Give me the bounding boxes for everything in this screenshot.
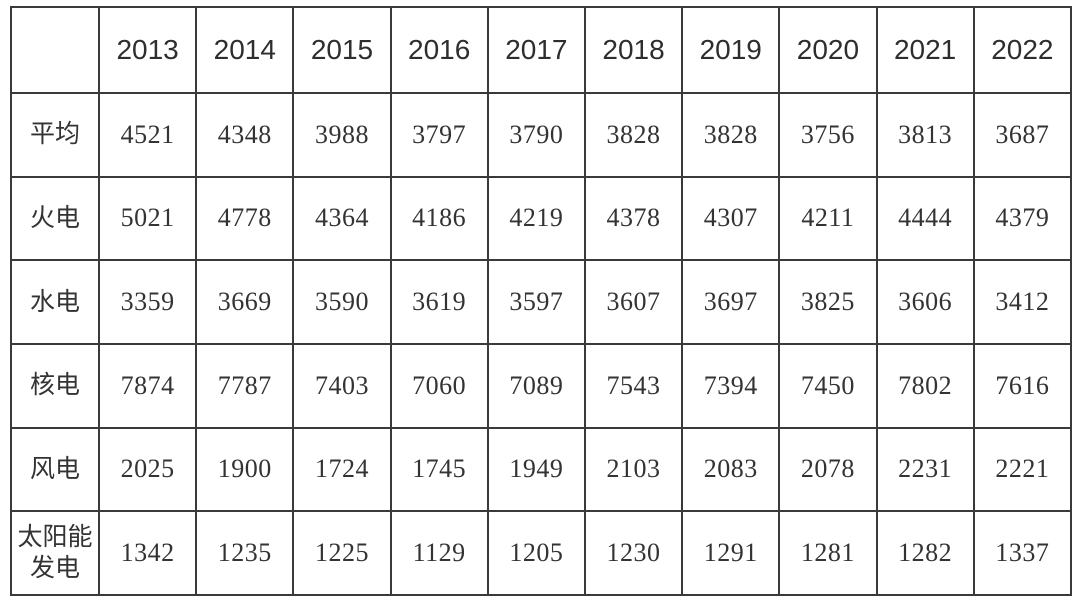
table-cell: 2103	[583, 426, 684, 513]
table-cell: 4778	[195, 175, 295, 262]
table-body: 平均 4521 4348 3988 3797 3790 3828 3828 3756 3813 36…	[10, 92, 1073, 596]
row-label: 核电	[10, 342, 100, 429]
row-label: 水电	[10, 259, 100, 345]
table-row: 核电 7874 7787 7403 7060 7089 7543 7394 7450 7802 76…	[10, 342, 1073, 429]
year-header: 2018	[583, 6, 684, 94]
table-cell: 4444	[875, 175, 975, 262]
table-cell: 2025	[97, 426, 198, 513]
table-cell: 1129	[389, 510, 489, 596]
table-cell: 3606	[875, 259, 975, 345]
row-label: 火电	[10, 175, 100, 262]
table-row: 风电 2025 1900 1724 1745 1949 2103 2083 2078 2231 22…	[10, 426, 1073, 513]
table-cell: 7060	[389, 342, 489, 429]
table-cell: 1230	[583, 510, 684, 596]
table-cell: 1205	[486, 510, 586, 596]
row-label: 平均	[10, 92, 100, 178]
row-label: 风电	[10, 426, 100, 513]
table-cell: 7616	[972, 342, 1073, 429]
data-table-container: 2013 2014 2015 2016 2017 2018 2019 2020 2021 2022…	[10, 6, 1073, 596]
table-cell: 1225	[292, 510, 392, 596]
table-cell: 3359	[97, 259, 198, 345]
table-cell: 3756	[778, 92, 878, 178]
table-cell: 7394	[681, 342, 781, 429]
table-cell: 3813	[875, 92, 975, 178]
corner-cell	[10, 6, 100, 94]
table-cell: 4211	[778, 175, 878, 262]
table-cell: 3597	[486, 259, 586, 345]
table-cell: 1291	[681, 510, 781, 596]
year-header: 2014	[195, 6, 295, 94]
year-header: 2020	[778, 6, 878, 94]
table-cell: 3828	[681, 92, 781, 178]
table-cell: 7089	[486, 342, 586, 429]
yearly-power-table: 2013 2014 2015 2016 2017 2018 2019 2020 2021 2022…	[10, 6, 1073, 596]
year-header: 2021	[875, 6, 975, 94]
table-cell: 3797	[389, 92, 489, 178]
table-cell: 3669	[195, 259, 295, 345]
table-cell: 4307	[681, 175, 781, 262]
table-cell: 4348	[195, 92, 295, 178]
table-cell: 1235	[195, 510, 295, 596]
table-cell: 3697	[681, 259, 781, 345]
table-cell: 7403	[292, 342, 392, 429]
row-label: 太阳能发电	[10, 510, 100, 596]
table-cell: 3619	[389, 259, 489, 345]
table-cell: 7802	[875, 342, 975, 429]
table-row: 平均 4521 4348 3988 3797 3790 3828 3828 3756 3813 36…	[10, 92, 1073, 178]
table-cell: 1745	[389, 426, 489, 513]
table-cell: 4219	[486, 175, 586, 262]
table-cell: 7787	[195, 342, 295, 429]
table-row: 太阳能发电 1342 1235 1225 1129 1205 1230 1291 1281 128…	[10, 510, 1073, 596]
table-cell: 1281	[778, 510, 878, 596]
table-cell: 2083	[681, 426, 781, 513]
table-cell: 7874	[97, 342, 198, 429]
table-cell: 1900	[195, 426, 295, 513]
year-header: 2015	[292, 6, 392, 94]
table-cell: 3590	[292, 259, 392, 345]
table-cell: 3828	[583, 92, 684, 178]
table-cell: 4364	[292, 175, 392, 262]
year-header: 2019	[681, 6, 781, 94]
table-cell: 1337	[972, 510, 1073, 596]
table-header-row: 2013 2014 2015 2016 2017 2018 2019 2020 2021 2022	[10, 6, 1073, 94]
year-header: 2013	[97, 6, 198, 94]
table-cell: 1724	[292, 426, 392, 513]
table-cell: 3825	[778, 259, 878, 345]
table-cell: 4378	[583, 175, 684, 262]
table-cell: 4521	[97, 92, 198, 178]
year-header: 2017	[486, 6, 586, 94]
table-cell: 2231	[875, 426, 975, 513]
table-cell: 3607	[583, 259, 684, 345]
table-cell: 3988	[292, 92, 392, 178]
table-cell: 7450	[778, 342, 878, 429]
table-cell: 1282	[875, 510, 975, 596]
table-cell: 3412	[972, 259, 1073, 345]
table-cell: 4379	[972, 175, 1073, 262]
table-cell: 2078	[778, 426, 878, 513]
year-header: 2022	[972, 6, 1073, 94]
table-row: 火电 5021 4778 4364 4186 4219 4378 4307 4211 4444 43…	[10, 175, 1073, 262]
year-header: 2016	[389, 6, 489, 94]
table-cell: 5021	[97, 175, 198, 262]
table-cell: 7543	[583, 342, 684, 429]
table-cell: 4186	[389, 175, 489, 262]
table-cell: 1949	[486, 426, 586, 513]
table-row: 水电 3359 3669 3590 3619 3597 3607 3697 3825 3606 34…	[10, 259, 1073, 345]
table-cell: 3687	[972, 92, 1073, 178]
table-cell: 2221	[972, 426, 1073, 513]
table-cell: 1342	[97, 510, 198, 596]
table-cell: 3790	[486, 92, 586, 178]
